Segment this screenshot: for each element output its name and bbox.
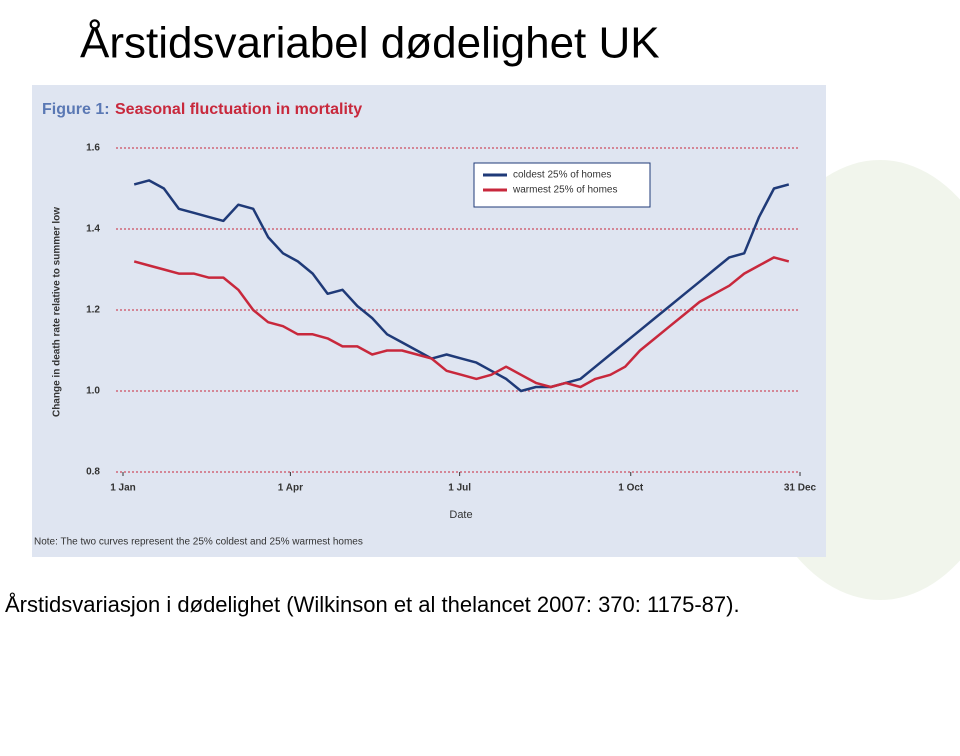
y-tick-label: 1.2	[86, 305, 100, 316]
legend-box	[473, 162, 651, 208]
y-axis-label: Change in death rate relative to summer …	[52, 207, 63, 417]
x-axis-label: Date	[449, 509, 472, 521]
x-tick-label: 1 Jul	[448, 483, 471, 494]
y-tick-label: 1.6	[86, 143, 100, 154]
chart-note: Note: The two curves represent the 25% c…	[34, 537, 363, 548]
series-line	[133, 179, 790, 393]
figure-label: Figure 1:	[42, 101, 110, 118]
x-tick-label: 1 Apr	[278, 483, 303, 494]
y-tick-label: 1.0	[86, 386, 100, 397]
x-tick-label: 1 Oct	[618, 483, 644, 494]
chart-title: Seasonal fluctuation in mortality	[115, 101, 362, 118]
x-tick-label: 1 Jan	[110, 483, 136, 494]
legend-label: coldest 25% of homes	[513, 170, 611, 181]
y-tick-label: 1.4	[86, 224, 100, 235]
y-tick-label: 0.8	[86, 467, 100, 478]
slide-title: Årstidsvariabel dødelighet UK	[80, 19, 660, 68]
series-line	[133, 256, 790, 389]
legend-label: warmest 25% of homes	[512, 185, 618, 196]
figure-panel	[32, 85, 826, 557]
caption: Årstidsvariasjon i dødelighet (Wilkinson…	[5, 592, 740, 617]
x-tick-label: 31 Dec	[784, 483, 817, 494]
